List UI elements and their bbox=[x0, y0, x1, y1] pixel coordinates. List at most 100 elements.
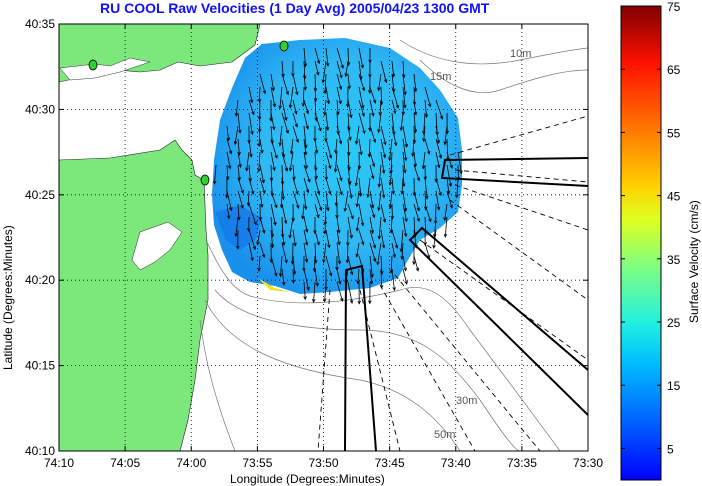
velocity-arrow bbox=[434, 216, 437, 237]
velocity-field-edge bbox=[258, 278, 290, 292]
velocity-arrow-head bbox=[404, 218, 408, 223]
velocity-arrow bbox=[259, 216, 265, 234]
velocity-arrow-head bbox=[338, 86, 343, 91]
velocity-arrow bbox=[281, 151, 288, 172]
velocity-arrow-head bbox=[260, 203, 264, 209]
velocity-arrow bbox=[423, 112, 426, 135]
velocity-arrow-head bbox=[377, 87, 381, 92]
velocity-arrow-head bbox=[334, 150, 338, 155]
velocity-arrow-head bbox=[316, 60, 321, 65]
velocity-arrow bbox=[289, 216, 294, 238]
velocity-arrow-head bbox=[292, 176, 296, 181]
colorbar bbox=[620, 5, 662, 481]
velocity-arrow bbox=[237, 138, 240, 155]
velocity-arrow bbox=[258, 86, 261, 103]
velocity-arrow bbox=[313, 281, 316, 303]
velocity-arrow-head bbox=[285, 129, 289, 135]
velocity-arrow bbox=[248, 138, 252, 157]
velocity-arrow bbox=[390, 255, 393, 273]
velocity-arrow bbox=[402, 255, 407, 271]
velocity-arrow bbox=[335, 190, 338, 206]
velocity-arrow-head bbox=[316, 241, 320, 246]
velocity-arrow bbox=[336, 242, 341, 264]
velocity-arrow bbox=[302, 86, 305, 107]
velocity-arrow bbox=[413, 164, 420, 181]
velocity-arrow bbox=[391, 60, 395, 77]
velocity-arrow bbox=[380, 138, 386, 158]
velocity-arrow-head bbox=[325, 62, 330, 67]
velocity-arrow bbox=[336, 99, 339, 115]
velocity-arrow bbox=[422, 151, 426, 169]
velocity-arrow bbox=[325, 190, 329, 211]
contour-label-30m: 30m bbox=[456, 395, 477, 407]
velocity-arrow bbox=[314, 151, 317, 171]
velocity-arrow-head bbox=[344, 280, 348, 285]
velocity-arrow bbox=[324, 203, 327, 225]
velocity-arrow-head bbox=[355, 203, 359, 208]
velocity-arrow bbox=[270, 190, 278, 208]
velocity-arrow-head bbox=[303, 296, 307, 301]
velocity-arrow-head bbox=[371, 163, 376, 168]
colorbar-tick-label: 35 bbox=[667, 253, 681, 267]
velocity-arrow-head bbox=[372, 244, 377, 249]
velocity-arrow-head bbox=[376, 261, 380, 266]
velocity-arrow bbox=[270, 138, 278, 159]
velocity-arrow-head bbox=[328, 272, 333, 277]
velocity-arrow bbox=[391, 229, 398, 249]
velocity-arrow-head bbox=[326, 207, 330, 212]
velocity-arrow bbox=[281, 190, 283, 208]
velocity-arrow bbox=[358, 177, 362, 197]
velocity-arrow bbox=[358, 60, 362, 80]
velocity-arrow bbox=[289, 151, 294, 171]
velocity-arrow-head bbox=[355, 253, 359, 258]
velocity-arrow bbox=[325, 138, 332, 159]
velocity-arrow-head bbox=[283, 220, 288, 225]
velocity-arrow bbox=[446, 177, 450, 194]
velocity-arrow bbox=[303, 112, 309, 130]
velocity-arrow bbox=[380, 125, 386, 145]
velocity-arrow-head bbox=[251, 190, 255, 195]
velocity-arrow-head bbox=[304, 258, 309, 263]
velocity-arrow bbox=[325, 255, 332, 276]
velocity-arrow bbox=[325, 151, 331, 169]
velocity-arrow bbox=[391, 86, 399, 109]
velocity-arrow bbox=[322, 60, 327, 83]
velocity-arrow bbox=[347, 255, 353, 275]
velocity-arrow bbox=[248, 164, 251, 182]
velocity-arrow bbox=[302, 203, 305, 219]
velocity-arrow bbox=[314, 60, 319, 76]
velocity-arrow bbox=[347, 216, 353, 239]
y-tick-label: 40:35 bbox=[25, 17, 55, 31]
velocity-arrow bbox=[259, 164, 265, 183]
velocity-arrow bbox=[402, 203, 407, 222]
velocity-arrow bbox=[400, 229, 404, 252]
velocity-arrow bbox=[292, 112, 298, 128]
velocity-arrow-head bbox=[381, 169, 386, 175]
velocity-arrow-head bbox=[415, 267, 420, 272]
velocity-arrow bbox=[391, 268, 395, 291]
velocity-arrow-head bbox=[367, 153, 372, 158]
velocity-arrow-head bbox=[416, 207, 420, 212]
velocity-arrow bbox=[292, 177, 299, 195]
velocity-arrow-head bbox=[348, 136, 352, 141]
velocity-arrow-head bbox=[301, 103, 306, 108]
velocity-arrow bbox=[259, 177, 266, 194]
velocity-arrow-head bbox=[356, 280, 360, 285]
velocity-arrow bbox=[325, 229, 330, 248]
velocity-arrow bbox=[314, 138, 318, 154]
velocity-arrow-head bbox=[377, 129, 381, 134]
velocity-arrow-head bbox=[257, 168, 261, 173]
velocity-arrow-head bbox=[288, 104, 293, 109]
velocity-arrow-head bbox=[246, 202, 251, 207]
velocity-arrow-head bbox=[289, 150, 294, 155]
velocity-arrow bbox=[390, 216, 393, 233]
velocity-arrow bbox=[270, 151, 275, 171]
velocity-arrow bbox=[292, 73, 298, 95]
velocity-arrow-head bbox=[413, 163, 418, 168]
velocity-arrow bbox=[369, 164, 374, 179]
velocity-arrow bbox=[281, 112, 289, 134]
velocity-arrow bbox=[358, 138, 362, 155]
contour-label-15m: 15m bbox=[430, 71, 451, 83]
velocity-arrow-head bbox=[414, 244, 418, 249]
